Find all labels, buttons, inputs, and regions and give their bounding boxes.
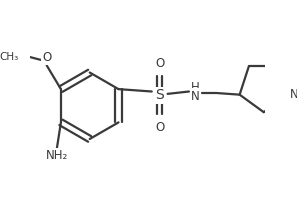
Text: NH₂: NH₂ (46, 149, 68, 162)
Text: N: N (191, 90, 200, 103)
Text: CH₃: CH₃ (0, 52, 18, 62)
Text: N: N (290, 88, 297, 101)
Text: O: O (155, 121, 164, 134)
Text: S: S (155, 88, 164, 102)
Text: O: O (155, 57, 164, 70)
Text: H: H (191, 81, 200, 94)
Text: O: O (42, 51, 51, 64)
